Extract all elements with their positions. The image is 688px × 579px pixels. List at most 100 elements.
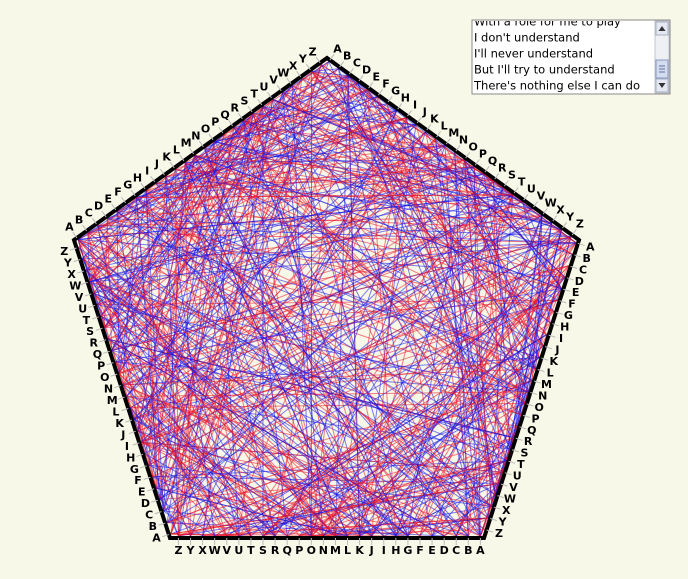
letter-label: M [330, 544, 341, 557]
list-item: With a role for me to play [474, 15, 621, 29]
letter-label: Q [93, 348, 102, 361]
letter-label: D [141, 497, 150, 510]
letter-label: W [69, 279, 81, 292]
letter-label: C [353, 57, 361, 70]
letter-label: L [344, 544, 351, 557]
letter-label: A [333, 43, 342, 56]
letter-label: A [476, 544, 485, 557]
letter-label: J [120, 428, 125, 441]
letter-label: Z [495, 527, 503, 540]
letter-label: Z [60, 245, 68, 258]
letter-label: F [134, 474, 142, 487]
letter-label: Q [220, 108, 229, 121]
letter-label: C [145, 509, 153, 522]
letter-label: I [559, 332, 563, 345]
letter-label: G [123, 178, 132, 191]
letter-label: T [247, 544, 255, 557]
letter-label: Y [63, 256, 73, 269]
letter-label: B [75, 213, 83, 226]
letter-label: L [441, 120, 448, 133]
letter-label: S [508, 169, 516, 182]
letter-label: B [149, 520, 157, 533]
letter-label: A [152, 532, 161, 545]
letter-label: H [133, 171, 142, 184]
letter-label: R [90, 337, 99, 350]
letter-label: H [401, 92, 410, 105]
letter-label: R [498, 162, 507, 175]
letter-label: J [369, 544, 374, 557]
letter-label: O [100, 371, 109, 384]
letter-label: E [104, 192, 112, 205]
letter-label: X [198, 544, 207, 557]
letter-label: K [430, 113, 439, 126]
letter-label: F [382, 78, 390, 91]
letter-label: A [65, 220, 74, 233]
letter-label: R [271, 544, 280, 557]
letter-label: T [83, 314, 91, 327]
letter-label: M [181, 136, 192, 149]
letter-label: L [112, 405, 119, 418]
letter-label: C [452, 544, 460, 557]
letter-label: U [259, 80, 268, 93]
letter-label: Q [282, 544, 291, 557]
letter-label: M [107, 394, 118, 407]
letter-label: Q [488, 155, 497, 168]
letter-label: F [416, 544, 424, 557]
letter-label: C [85, 206, 93, 219]
letter-label: G [403, 544, 412, 557]
letter-label: P [97, 360, 105, 373]
letter-label: D [440, 544, 449, 557]
letter-label: D [362, 64, 371, 77]
list-item: There's nothing else I can do [473, 79, 640, 93]
list-item: I don't understand [474, 31, 580, 45]
letter-label: N [459, 134, 468, 147]
letter-label: N [191, 129, 200, 142]
letter-label: V [223, 544, 232, 557]
letter-label: D [94, 199, 103, 212]
letter-label: W [545, 197, 557, 210]
letter-label: K [162, 150, 171, 163]
letter-label: I [382, 544, 386, 557]
letter-label: Z [309, 45, 317, 58]
letter-label: E [138, 486, 146, 499]
letter-label: H [391, 544, 400, 557]
letter-label: Y [565, 211, 575, 224]
letter-label: E [373, 71, 381, 84]
letter-label: S [241, 94, 249, 107]
letter-label: O [469, 141, 478, 154]
letter-label: P [211, 115, 219, 128]
letter-label: G [391, 85, 400, 98]
letter-label: I [125, 440, 129, 453]
letter-label: J [154, 157, 159, 170]
letter-label: U [234, 544, 243, 557]
letter-label: X [556, 204, 565, 217]
letter-label: R [231, 101, 240, 114]
letter-label: M [448, 127, 459, 140]
letter-label: K [115, 417, 124, 430]
letter-label: W [277, 66, 289, 79]
letter-label: Z [174, 544, 182, 557]
letter-label: T [250, 87, 258, 100]
letter-label: O [201, 122, 210, 135]
connection-lines [78, 62, 576, 536]
list-item: I'll never understand [474, 47, 593, 61]
letter-label: L [173, 143, 180, 156]
letter-label: S [86, 325, 94, 338]
letter-label: N [319, 544, 328, 557]
letter-label: G [130, 463, 139, 476]
letter-label: P [479, 148, 487, 161]
letter-label: S [259, 544, 267, 557]
letter-label: X [67, 268, 76, 281]
letter-label: Y [186, 544, 196, 557]
letter-label: E [428, 544, 436, 557]
letter-label: I [413, 99, 417, 112]
letter-label: U [78, 302, 87, 315]
list-box[interactable]: With a role for me to play I don't unders… [472, 15, 670, 95]
letter-label: O [307, 544, 316, 557]
letter-label: U [527, 183, 536, 196]
letter-label: X [289, 59, 298, 72]
letter-label: J [422, 106, 427, 119]
letter-label: K [355, 544, 364, 557]
letter-label: V [75, 291, 84, 304]
letter-label: F [114, 185, 122, 198]
